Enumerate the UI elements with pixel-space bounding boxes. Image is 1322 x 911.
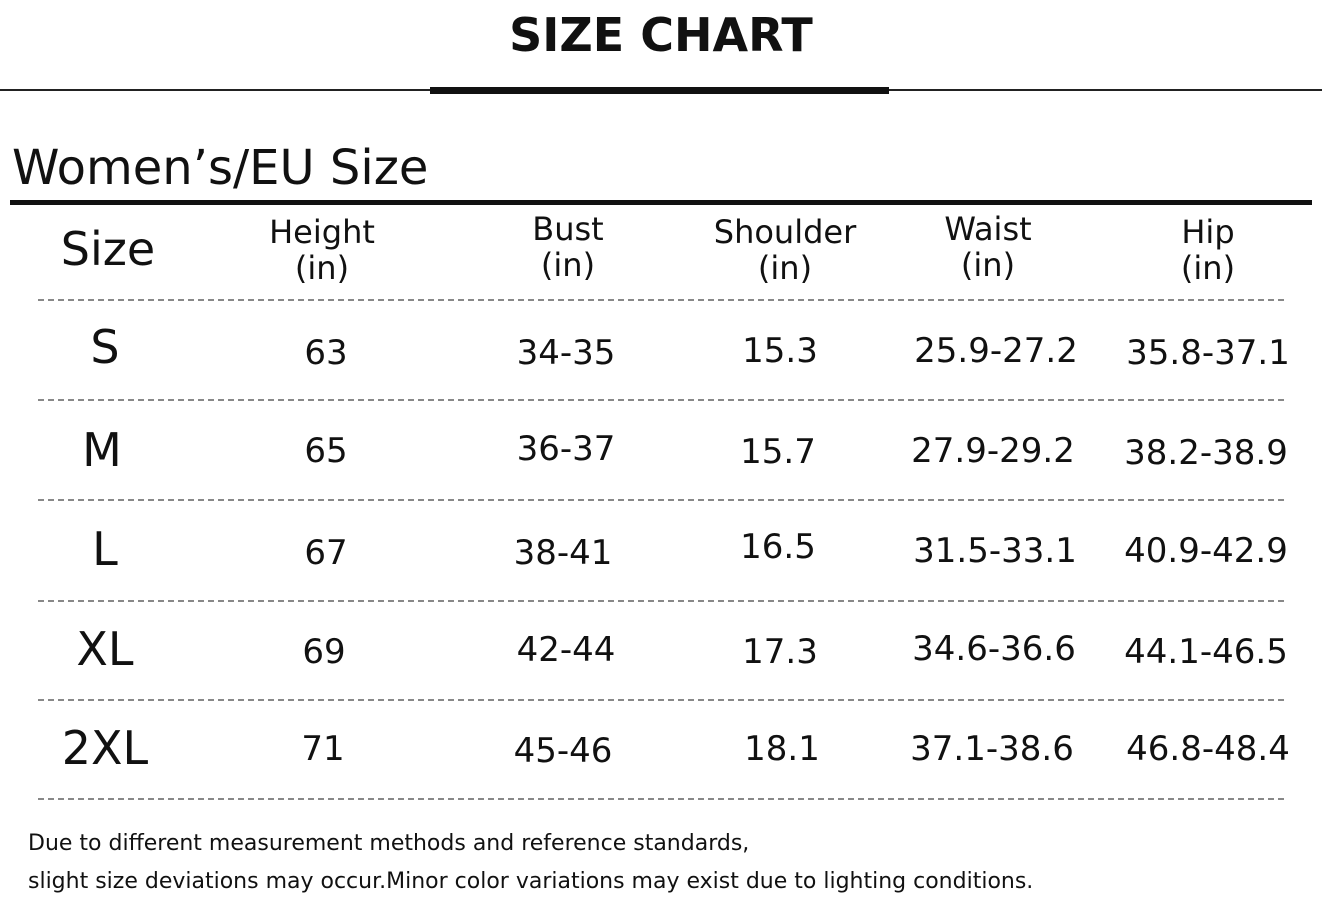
header-height: Height (in) (242, 214, 402, 286)
header-shoulder-label: Shoulder (713, 213, 857, 251)
size-cell: S (90, 320, 120, 374)
row-divider (38, 798, 1284, 800)
bust-cell: 45-46 (513, 731, 613, 771)
header-shoulder: Shoulder (in) (690, 214, 880, 286)
waist-cell: 25.9-27.2 (914, 331, 1078, 371)
hip-cell: 35.8-37.1 (1126, 333, 1290, 373)
waist-cell: 37.1-38.6 (910, 729, 1074, 769)
size-cell: M (82, 423, 122, 477)
section-title: Women’s/EU Size (12, 140, 429, 196)
header-height-unit: (in) (294, 249, 350, 287)
bust-cell: 38-41 (513, 533, 613, 573)
height-cell: 65 (304, 431, 348, 471)
header-hip-unit: (in) (1180, 249, 1236, 287)
height-cell: 67 (304, 533, 348, 573)
size-cell: L (92, 522, 118, 576)
size-cell: XL (76, 622, 134, 676)
shoulder-cell: 15.7 (740, 432, 816, 472)
row-divider (38, 299, 1284, 301)
row-divider (38, 499, 1284, 501)
hip-cell: 46.8-48.4 (1126, 729, 1290, 769)
header-size: Size (60, 222, 156, 276)
hip-cell: 40.9-42.9 (1124, 531, 1288, 571)
header-bust: Bust (in) (488, 211, 648, 283)
shoulder-cell: 16.5 (740, 527, 816, 567)
shoulder-cell: 15.3 (742, 331, 818, 371)
row-divider (38, 600, 1284, 602)
title-underline (430, 87, 889, 94)
bust-cell: 36-37 (516, 429, 616, 469)
waist-cell: 34.6-36.6 (912, 629, 1076, 669)
waist-cell: 31.5-33.1 (913, 531, 1077, 571)
section-divider (10, 200, 1312, 205)
waist-cell: 27.9-29.2 (911, 431, 1075, 471)
shoulder-cell: 17.3 (742, 632, 818, 672)
size-cell: 2XL (61, 721, 149, 775)
header-hip: Hip (in) (1128, 214, 1288, 286)
height-cell: 63 (304, 333, 348, 373)
header-waist-label: Waist (944, 210, 1032, 248)
row-divider (38, 399, 1284, 401)
header-height-label: Height (269, 213, 375, 251)
header-bust-label: Bust (532, 210, 604, 248)
height-cell: 71 (301, 729, 345, 769)
header-hip-label: Hip (1181, 213, 1235, 251)
disclaimer-line-1: Due to different measurement methods and… (28, 831, 750, 856)
hip-cell: 38.2-38.9 (1124, 433, 1288, 473)
height-cell: 69 (302, 632, 346, 672)
header-shoulder-unit: (in) (757, 249, 813, 287)
row-divider (38, 699, 1284, 701)
disclaimer-line-2: slight size deviations may occur.Minor c… (28, 869, 1034, 894)
shoulder-cell: 18.1 (744, 729, 820, 769)
header-bust-unit: (in) (540, 246, 596, 284)
bust-cell: 34-35 (516, 333, 616, 373)
header-waist: Waist (in) (908, 211, 1068, 283)
bust-cell: 42-44 (516, 630, 616, 670)
header-waist-unit: (in) (960, 246, 1016, 284)
page-title: SIZE CHART (509, 8, 813, 62)
hip-cell: 44.1-46.5 (1124, 632, 1288, 672)
